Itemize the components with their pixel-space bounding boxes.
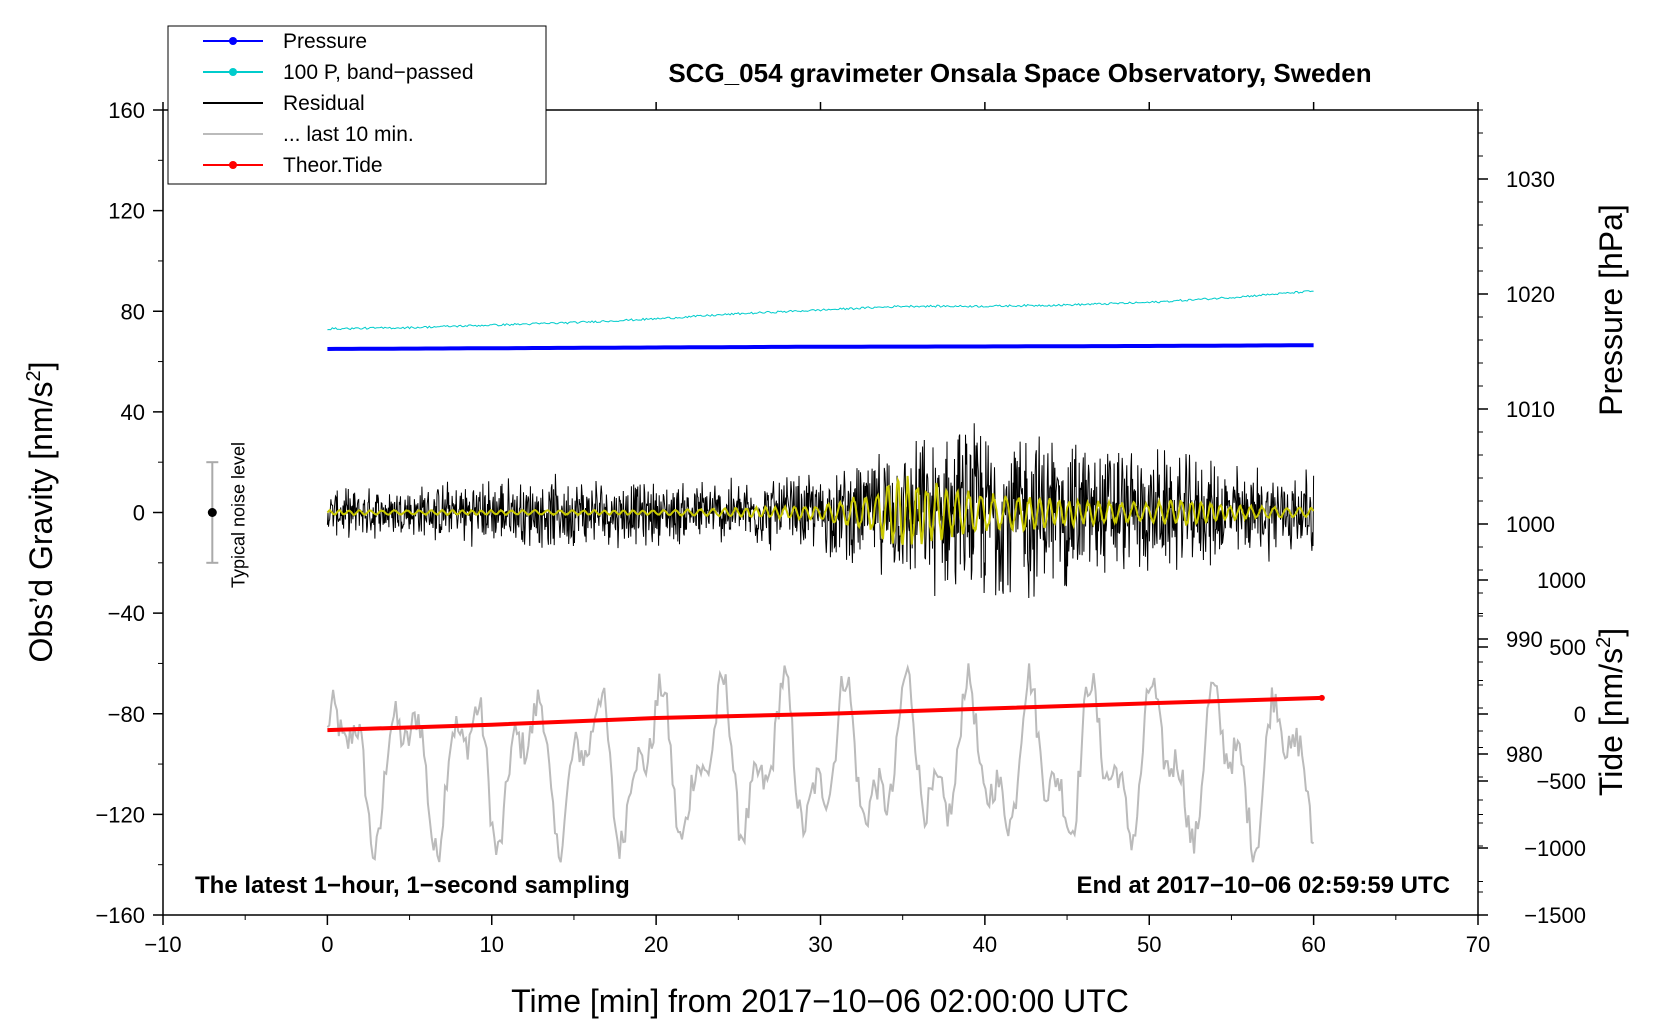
y-tick-label: 80 (121, 299, 145, 324)
x-tick-label: 0 (321, 932, 333, 957)
x-tick-label: 30 (808, 932, 832, 957)
series-layer (326, 290, 1325, 863)
series-theor-tide (327, 695, 1322, 733)
tide-tick-label: 500 (1549, 635, 1586, 660)
pressure-tick-label: 1010 (1506, 397, 1555, 422)
x-tick-label: 60 (1301, 932, 1325, 957)
theor-tide-end-marker (1318, 694, 1325, 701)
legend-label-1: Pressure (283, 30, 367, 53)
pressure-tick-label: 990 (1506, 627, 1543, 652)
y-tick-label: −160 (95, 903, 145, 928)
tide-tick-label: 1000 (1537, 568, 1586, 593)
annotation-end-time: End at 2017−10−06 02:59:59 UTC (1076, 872, 1450, 899)
y-axis-title-pressure: Pressure [hPa] (1593, 204, 1629, 416)
series-100p-band-passed (327, 290, 1314, 331)
legend-label-3: Residual (283, 92, 365, 115)
y-axis-title-tide: Tide [nm/s2] (1593, 628, 1629, 796)
noise-level-dot (207, 508, 217, 517)
pressure-tick-label: 1000 (1506, 512, 1555, 537)
y-tick-label: 120 (108, 199, 145, 224)
y-tick-label: −80 (108, 702, 145, 727)
y-tick-label: −40 (108, 601, 145, 626)
pressure-tick-label: 1020 (1506, 282, 1555, 307)
x-tick-label: 50 (1137, 932, 1161, 957)
series-band-passed-residual (326, 475, 1315, 546)
y-tick-label: −120 (95, 802, 145, 827)
pressure-tick-label: 980 (1506, 742, 1543, 767)
legend-marker-1 (229, 37, 237, 45)
legend-marker-5 (229, 161, 237, 169)
y-axis-title-left-sup: 2 (23, 370, 45, 381)
y-axis-title-left-tail: ] (23, 362, 59, 371)
x-tick-label: 40 (973, 932, 997, 957)
noise-level-label: Typical noise level (228, 442, 248, 588)
tide-tick-label: −1500 (1524, 903, 1586, 928)
y-tick-label: 40 (121, 400, 145, 425)
legend-marker-2 (229, 68, 237, 76)
annotation-sampling: The latest 1−hour, 1−second sampling (195, 872, 630, 899)
series-last-10-min (326, 663, 1315, 863)
x-tick-label: 10 (480, 932, 504, 957)
y-tick-label: 0 (133, 501, 145, 526)
tide-tick-label: 0 (1574, 702, 1586, 727)
tide-tick-label: −1000 (1524, 836, 1586, 861)
legend-box (167, 25, 547, 185)
tide-tick-label: −500 (1536, 769, 1586, 794)
legend-label-5: Theor.Tide (283, 154, 383, 177)
series-pressure (327, 343, 1314, 351)
y-axis-title-left: Obs’d Gravity [nm/s2] (23, 362, 59, 663)
x-axis-title: Time [min] from 2017−10−06 02:00:00 UTC (511, 983, 1129, 1019)
pressure-tick-label: 1030 (1506, 167, 1555, 192)
x-tick-label: −10 (144, 932, 181, 957)
y-axis-title-tide-main: Tide [nm/s (1593, 648, 1629, 796)
x-tick-label: 20 (644, 932, 668, 957)
legend: Pressure 100 P, band−passed Residual ... la… (167, 25, 547, 185)
series-residual (326, 423, 1315, 599)
chart-title: SCG_054 gravimeter Onsala Space Observat… (668, 58, 1371, 88)
axes-layer: −10 0 10 20 30 40 50 60 70−160−120−80−4004080120… (95, 98, 1586, 957)
y-tick-label: 160 (108, 98, 145, 123)
x-tick-label: 70 (1466, 932, 1490, 957)
y-axis-title-left-main: Obs’d Gravity [nm/s (23, 382, 59, 663)
y-axis-title-tide-tail: ] (1593, 628, 1629, 637)
legend-label-2: 100 P, band−passed (283, 61, 474, 84)
noise-level-indicator: Typical noise level (206, 442, 248, 588)
legend-label-4: ... last 10 min. (283, 123, 414, 146)
y-axis-title-tide-sup: 2 (1593, 637, 1615, 648)
